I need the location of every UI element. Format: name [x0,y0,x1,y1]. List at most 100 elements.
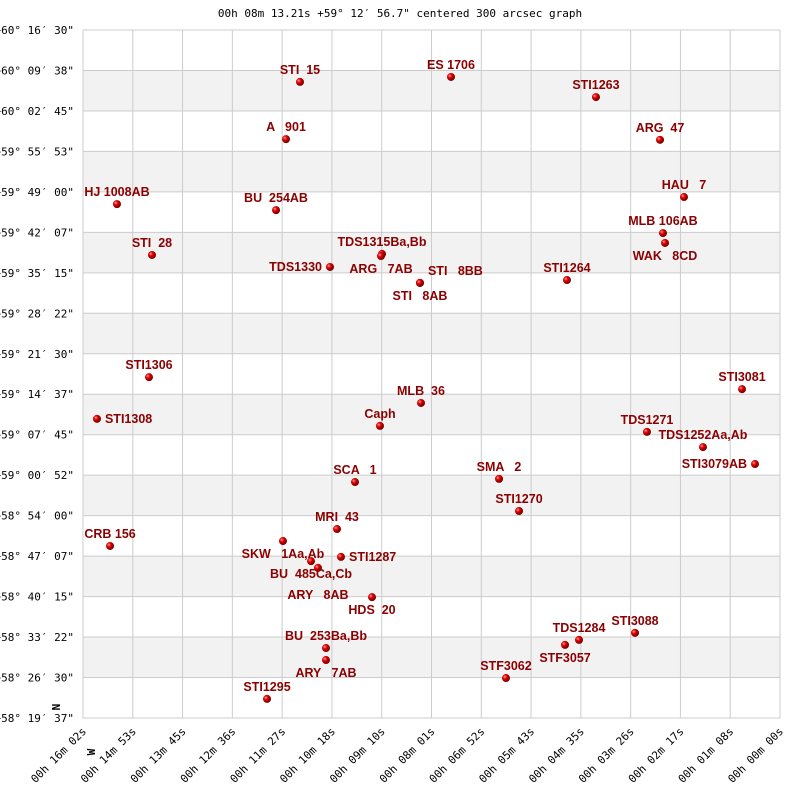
star-marker [147,250,156,259]
star-marker [642,427,651,436]
star-label: A 901 [266,120,306,134]
y-tick-label: +59° 35′ 15" [0,267,74,280]
y-tick-label: +59° 55′ 53" [0,145,74,158]
star-label: TDS1315Ba,Bb [338,235,427,249]
star-label: STI1264 [543,261,590,275]
star-label: TDS1271 [621,413,674,427]
star-marker [333,525,342,534]
star-marker [112,200,121,209]
plot-border [82,29,781,719]
star-marker [377,252,386,261]
star-label: BU 253Ba,Bb [285,629,367,643]
star-label: HDS 20 [348,603,395,617]
star-label: MRI 43 [315,510,359,524]
star-label: ARY 7AB [295,666,356,680]
y-tick-label: +59° 28′ 22" [0,307,74,320]
star-marker [416,398,425,407]
y-tick-label: +59° 14′ 37" [0,388,74,401]
star-label: STF3057 [539,651,590,665]
y-tick-label: +60° 09′ 38" [0,64,74,77]
star-label: CRB 156 [84,527,135,541]
star-label: ARG 7AB [349,262,412,276]
star-label: STI1306 [125,358,172,372]
y-tick-label: +58° 26′ 30" [0,672,74,685]
star-label: BU 485Ca,Cb [270,567,352,581]
y-tick-label: +60° 02′ 45" [0,105,74,118]
star-label: HJ 1008AB [84,185,149,199]
star-marker [658,229,667,238]
star-marker [561,640,570,649]
star-label: STI3088 [611,614,658,628]
star-marker [575,635,584,644]
y-tick-label: +60° 16′ 30" [0,24,74,37]
star-label: STI1295 [243,680,290,694]
star-marker [446,72,455,81]
star-marker [278,537,287,546]
star-marker [92,414,101,423]
star-label: TDS1284 [553,621,606,635]
y-tick-label: +58° 54′ 00" [0,510,74,523]
star-marker [307,557,316,566]
star-marker [322,644,331,653]
y-tick-label: +59° 49′ 00" [0,186,74,199]
star-label: ES 1706 [427,58,475,72]
y-tick-label: +59° 21′ 30" [0,348,74,361]
west-label: W [85,748,98,755]
star-label: STI1263 [572,78,619,92]
star-label: STF3062 [480,659,531,673]
star-marker [501,674,510,683]
star-marker [698,443,707,452]
star-label: TDS1252Aa,Ab [659,428,748,442]
star-label: STI1308 [105,412,152,426]
star-label: STI3081 [718,370,765,384]
y-tick-label: +58° 40′ 15" [0,591,74,604]
y-tick-label: +59° 42′ 07" [0,226,74,239]
star-label: SCA 1 [333,463,376,477]
star-label: STI3079AB [682,457,747,471]
star-marker [282,135,291,144]
star-label: SKW 1Aa,Ab [242,547,325,561]
y-tick-label: +58° 33′ 22" [0,631,74,644]
star-label: STI 28 [132,236,172,250]
star-label: STI 15 [280,63,320,77]
star-marker [106,541,115,550]
star-label: MLB 36 [397,384,445,398]
star-marker [562,276,571,285]
y-tick-label: +58° 47′ 07" [0,550,74,563]
star-marker [272,206,281,215]
y-tick-label: +58° 19′ 37" [0,712,74,725]
star-marker [295,77,304,86]
star-marker [738,385,747,394]
star-label: Caph [364,407,395,421]
star-label: WAK 8CD [633,249,698,263]
star-marker [515,507,524,516]
north-label: N [50,704,63,711]
star-label: HAU 7 [662,178,707,192]
star-marker [368,593,377,602]
chart-title: 00h 08m 13.21s +59° 12′ 56.7" centered 3… [218,7,582,20]
star-marker [313,563,322,572]
star-marker [145,373,154,382]
star-marker [325,262,334,271]
y-tick-label: +59° 00′ 52" [0,469,74,482]
star-marker [415,278,424,287]
star-label: MLB 106AB [628,214,697,228]
star-label: SMA 2 [477,460,522,474]
star-marker [375,421,384,430]
star-marker [350,478,359,487]
star-label: ARY 8AB [287,588,348,602]
star-marker [263,694,272,703]
star-marker [322,656,331,665]
star-marker [656,135,665,144]
star-label: TDS1330 [269,260,322,274]
star-label: STI 8AB [393,289,448,303]
star-marker [661,238,670,247]
star-marker [591,93,600,102]
star-label: STI1270 [495,492,542,506]
star-label: STI 8BB [428,264,483,278]
y-tick-label: +59° 07′ 45" [0,429,74,442]
star-marker [679,193,688,202]
star-label: STI1287 [349,550,396,564]
star-label: BU 254AB [244,191,308,205]
